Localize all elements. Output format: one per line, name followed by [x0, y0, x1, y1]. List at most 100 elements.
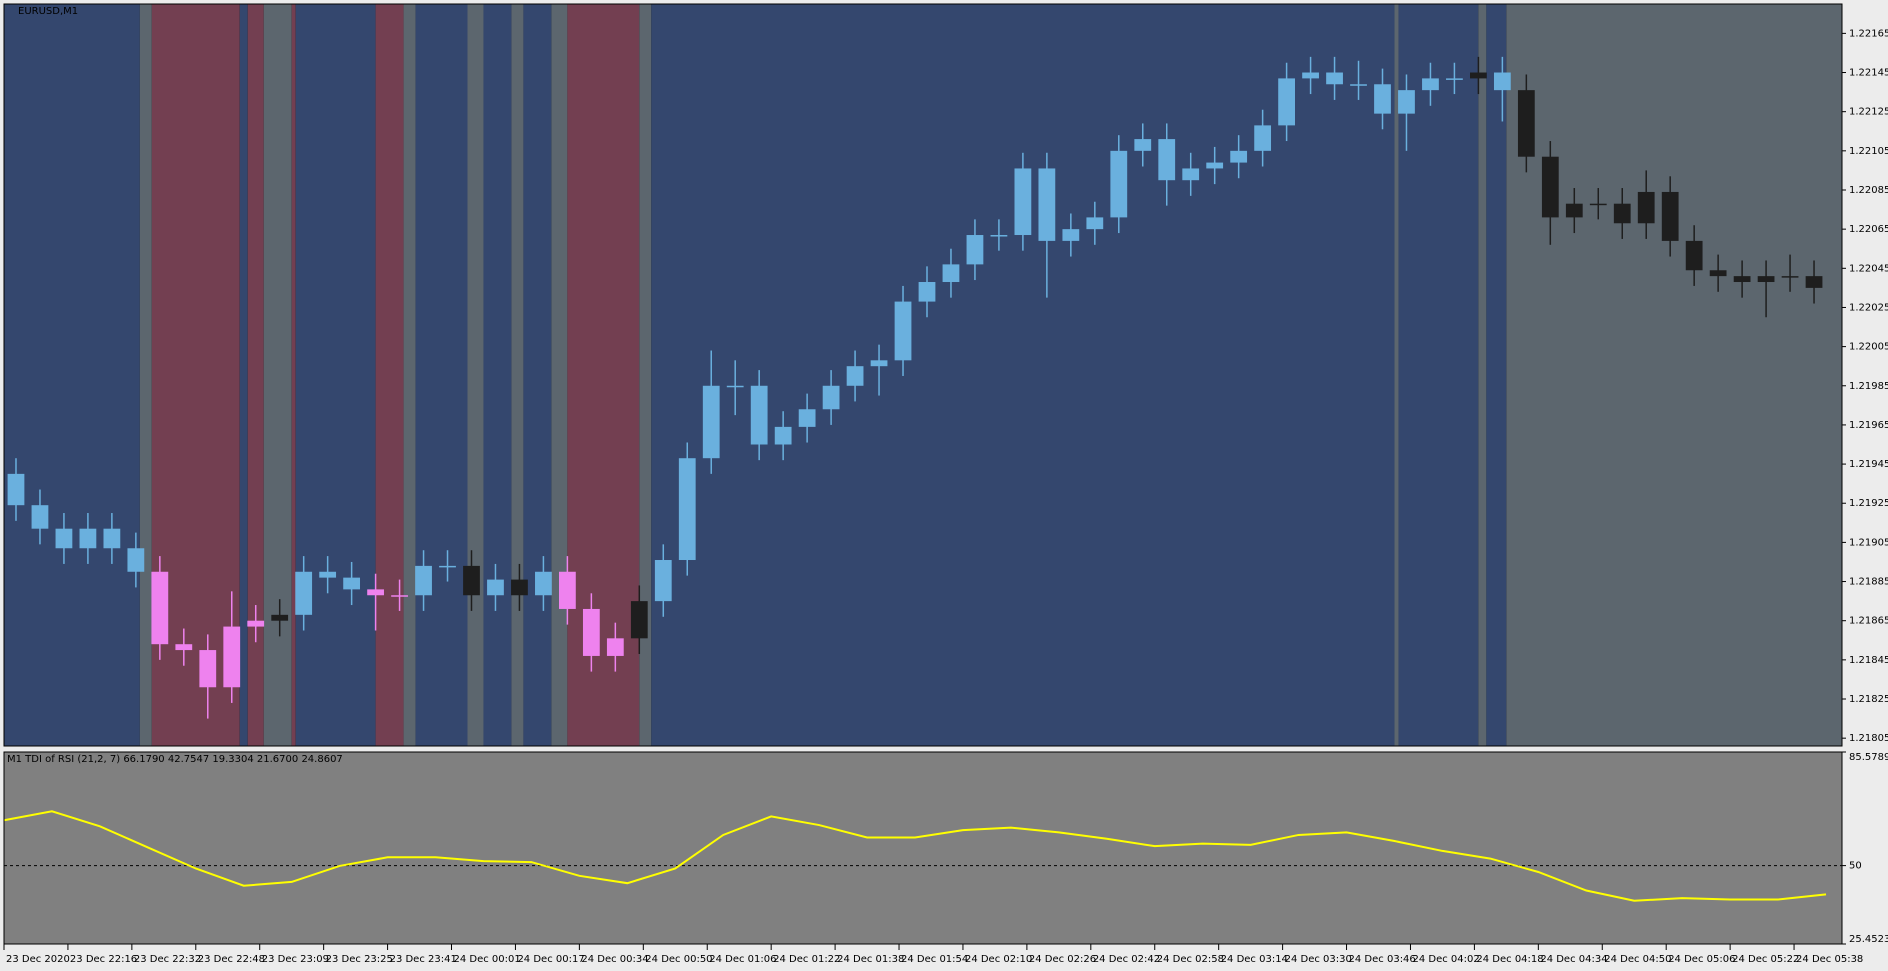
x-tick-label: 23 Dec 2020	[6, 954, 70, 965]
x-tick-label: 24 Dec 05:06	[1668, 954, 1735, 965]
candle-body	[319, 571, 337, 578]
y-tick-label: 1.22125	[1849, 107, 1888, 118]
candle-body	[1086, 217, 1104, 230]
y-tick-label: 1.22165	[1849, 28, 1888, 39]
zone	[467, 4, 484, 746]
zone	[1398, 4, 1479, 746]
candle-body	[55, 528, 73, 549]
rsi-line	[3, 810, 1827, 902]
candle-body	[966, 235, 984, 265]
x-tick-label: 24 Dec 02:26	[1029, 954, 1096, 965]
y-tick-label: 1.22145	[1849, 68, 1888, 79]
candle-body	[774, 426, 792, 445]
zone	[551, 4, 568, 746]
candle-body	[1733, 276, 1751, 283]
candle-body	[199, 650, 217, 688]
y-tick-label: 1.22065	[1849, 224, 1888, 235]
y-tick-label: 1.22025	[1849, 302, 1888, 313]
candle-body	[391, 595, 408, 597]
x-tick-label: 24 Dec 05:22	[1732, 954, 1799, 965]
zone	[483, 4, 512, 746]
zone	[523, 4, 552, 746]
x-tick-label: 24 Dec 01:38	[837, 954, 904, 965]
y-tick-label: 1.21905	[1849, 537, 1888, 548]
candle-body	[439, 565, 456, 568]
candle-body	[31, 505, 49, 529]
candle-body	[1805, 276, 1823, 288]
x-tick-label: 24 Dec 00:17	[517, 954, 584, 965]
candle-body	[990, 235, 1008, 237]
candle-body	[1446, 78, 1463, 80]
candle-body	[247, 620, 265, 627]
candle-body	[822, 385, 840, 410]
zone	[1394, 4, 1399, 746]
candle-body	[1661, 191, 1679, 241]
x-tick-label: 24 Dec 04:02	[1412, 954, 1479, 965]
y-tick-label: 1.21825	[1849, 694, 1888, 705]
candle-body	[942, 264, 960, 283]
candle-body	[1206, 162, 1224, 169]
candle-body	[846, 366, 864, 386]
candle-body	[1254, 125, 1272, 151]
x-tick-label: 24 Dec 01:54	[901, 954, 968, 965]
candle-body	[7, 473, 25, 506]
candle-body	[750, 385, 768, 445]
y-tick-label: 1.22105	[1849, 146, 1888, 157]
y-tick-label: 1.22005	[1849, 342, 1888, 353]
candle-body	[918, 282, 936, 302]
candle-body	[415, 565, 432, 596]
candle-body	[367, 589, 384, 596]
candle-body	[1422, 78, 1439, 91]
zone	[639, 4, 652, 746]
candle-body	[127, 548, 145, 572]
candle-body	[1589, 203, 1607, 206]
price-panel	[4, 4, 1842, 746]
y-tick-label: 1.21965	[1849, 420, 1888, 431]
candle-body	[1374, 84, 1391, 114]
x-tick-label: 23 Dec 23:09	[262, 954, 329, 965]
panel-frame	[3, 751, 1843, 945]
candle-body	[103, 528, 121, 549]
candle-body	[1613, 203, 1631, 224]
zone	[247, 4, 264, 746]
y-tick-label: 1.21885	[1849, 577, 1888, 588]
candle-body	[175, 644, 193, 651]
zone	[415, 4, 468, 746]
y-tick-label: 1.21985	[1849, 381, 1888, 392]
x-tick-label: 24 Dec 02:58	[1157, 954, 1224, 965]
candle-body	[1541, 156, 1559, 218]
x-tick-label: 23 Dec 23:41	[390, 954, 457, 965]
candle-body	[1182, 168, 1200, 181]
x-tick-label: 24 Dec 02:42	[1093, 954, 1160, 965]
symbol-title: EURUSD,M1	[18, 6, 78, 17]
candle-body	[535, 571, 552, 596]
candle-body	[558, 571, 576, 609]
x-tick-label: 24 Dec 02:10	[965, 954, 1032, 965]
y-tick-label: 25.4523	[1849, 934, 1888, 945]
x-tick-label: 24 Dec 00:34	[581, 954, 648, 965]
x-tick-label: 24 Dec 01:22	[773, 954, 840, 965]
x-tick-label: 23 Dec 22:32	[134, 954, 201, 965]
x-tick-label: 24 Dec 04:34	[1540, 954, 1607, 965]
candle-body	[1637, 191, 1655, 224]
zone	[1486, 4, 1507, 746]
candle-body	[487, 579, 504, 596]
zone	[1478, 4, 1487, 746]
y-tick-label: 1.21845	[1849, 655, 1888, 666]
candle-body	[1278, 78, 1295, 126]
zone	[403, 4, 416, 746]
zone	[139, 4, 152, 746]
candle-body	[1685, 240, 1703, 271]
zone	[239, 4, 248, 746]
indicator-title: M1 TDI of RSI (21,2, 7) 66.1790 42.7547 …	[7, 754, 343, 765]
candle-body	[1350, 84, 1367, 86]
candle-body	[223, 626, 241, 688]
x-tick-label: 23 Dec 22:48	[198, 954, 265, 965]
x-tick-label: 24 Dec 05:38	[1796, 954, 1863, 965]
x-tick-label: 23 Dec 22:16	[70, 954, 137, 965]
x-tick-label: 24 Dec 01:06	[709, 954, 776, 965]
candle-body	[1493, 72, 1511, 91]
panel-frame	[3, 3, 1843, 747]
